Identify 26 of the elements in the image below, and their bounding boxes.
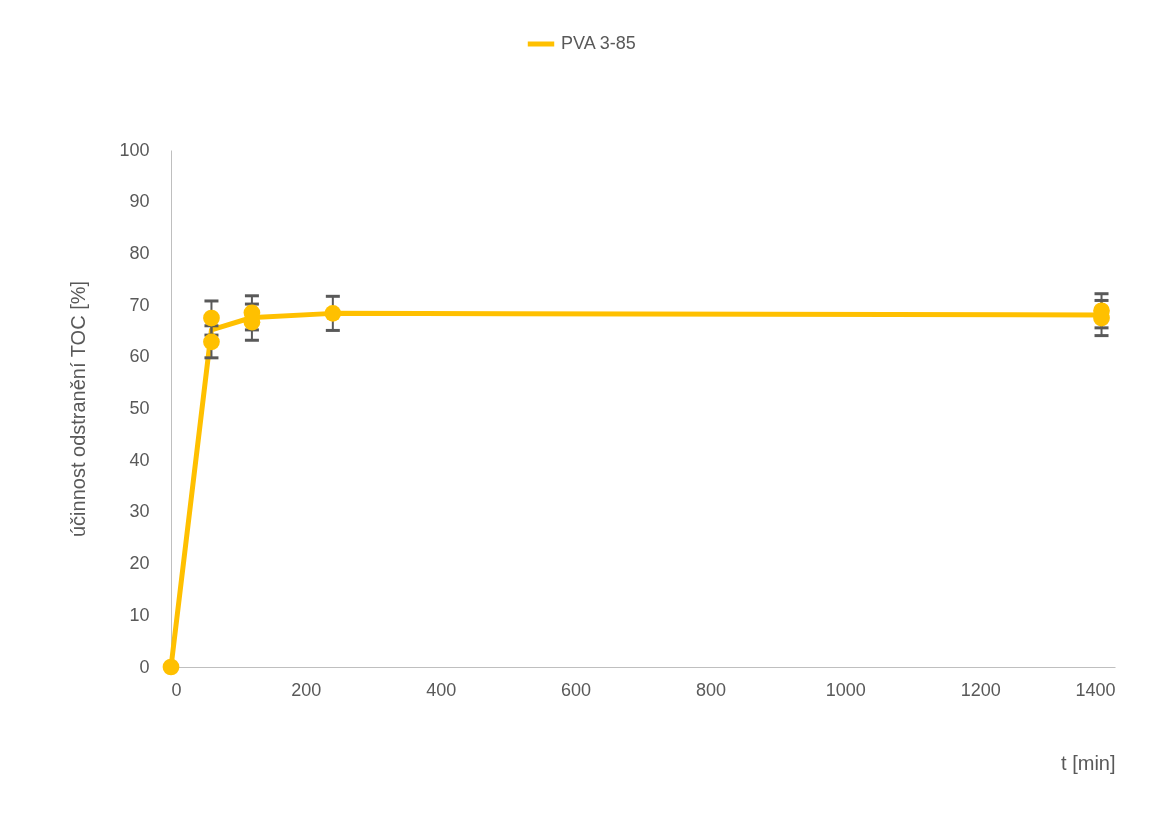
x-tick-label: 800 bbox=[695, 679, 726, 700]
x-tick-label: 200 bbox=[291, 679, 322, 700]
x-tick-label: 600 bbox=[561, 679, 592, 700]
y-axis-title: účinnost odstranění TOC [%] bbox=[67, 280, 90, 538]
x-tick-label: 1400 bbox=[1075, 679, 1116, 700]
y-tick-label: 100 bbox=[119, 139, 150, 160]
y-tick-label: 40 bbox=[129, 449, 150, 470]
y-tick-label: 0 bbox=[139, 656, 150, 677]
point bbox=[162, 658, 180, 676]
y-tick-label: 70 bbox=[129, 294, 150, 315]
y-tick-label: 20 bbox=[129, 553, 150, 574]
y-tick-label: 10 bbox=[129, 604, 150, 625]
legend-label: PVA 3-85 bbox=[561, 33, 636, 53]
x-tick-label: 0 bbox=[171, 679, 182, 700]
y-tick-label: 80 bbox=[129, 242, 150, 263]
x-tick-label: 1000 bbox=[825, 679, 866, 700]
point bbox=[324, 305, 342, 322]
y-tick-label: 90 bbox=[129, 191, 150, 212]
point bbox=[203, 333, 220, 351]
x-tick-label: 400 bbox=[426, 679, 457, 700]
y-tick-label: 50 bbox=[129, 398, 150, 418]
x-tick-label: 1200 bbox=[960, 679, 1001, 700]
y-tick-label: 30 bbox=[129, 501, 150, 522]
y-tick-label: 60 bbox=[129, 346, 150, 367]
x-axis-title: t [min] bbox=[1061, 751, 1116, 774]
point bbox=[203, 309, 220, 327]
